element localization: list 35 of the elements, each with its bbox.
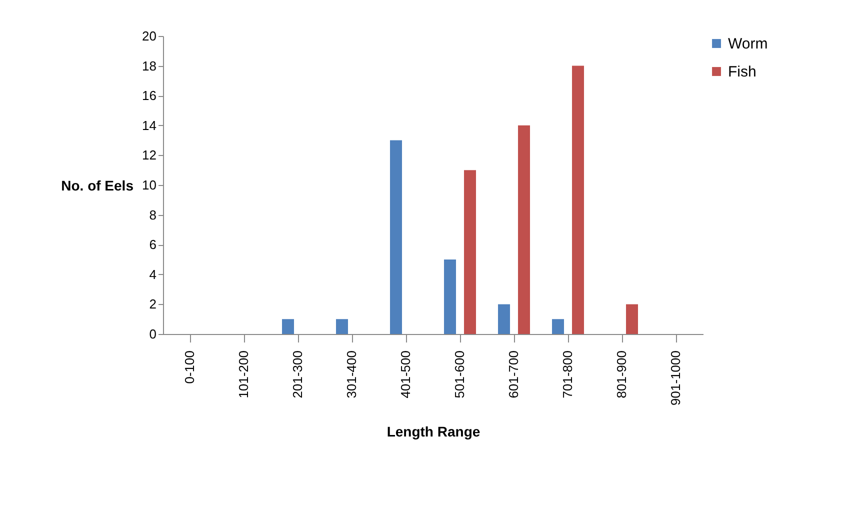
bar — [626, 304, 638, 334]
y-tick-label: 14 — [142, 118, 156, 133]
x-tick-label: 901-1000 — [668, 350, 683, 406]
bar — [518, 125, 530, 334]
y-tick-label: 18 — [142, 58, 156, 74]
x-tick-label: 501-600 — [452, 350, 467, 398]
x-tick-label: 701-800 — [560, 350, 575, 398]
bar — [282, 319, 294, 334]
y-tick-label: 16 — [142, 88, 156, 104]
x-tick-label: 801-900 — [614, 350, 629, 398]
x-tick-label: 0-100 — [182, 350, 197, 384]
bar — [390, 140, 402, 334]
y-tick-label: 6 — [149, 237, 156, 252]
x-tick-label: 101-200 — [236, 350, 251, 398]
x-tick-label: 601-700 — [506, 350, 521, 398]
y-tick-label: 2 — [149, 296, 156, 312]
bar — [498, 304, 510, 334]
x-tick-label: 301-400 — [344, 350, 359, 398]
x-tick-label: 201-300 — [290, 350, 305, 398]
bar — [572, 66, 584, 334]
legend-label: Fish — [728, 64, 756, 80]
y-tick-label: 10 — [142, 178, 156, 192]
bar — [336, 319, 348, 334]
legend-label: Worm — [728, 36, 768, 52]
x-tick-label: 401-500 — [398, 350, 413, 398]
y-tick-label: 12 — [142, 148, 156, 163]
bar — [464, 170, 476, 334]
x-axis-title: Length Range — [386, 423, 480, 440]
y-axis-title: No. of Eels — [61, 178, 134, 194]
y-tick-label: 8 — [149, 207, 156, 222]
y-tick-label: 20 — [142, 28, 156, 44]
y-tick-label: 4 — [149, 266, 156, 282]
bar — [552, 319, 564, 334]
bar — [444, 260, 456, 334]
y-tick-label: 0 — [149, 326, 156, 342]
